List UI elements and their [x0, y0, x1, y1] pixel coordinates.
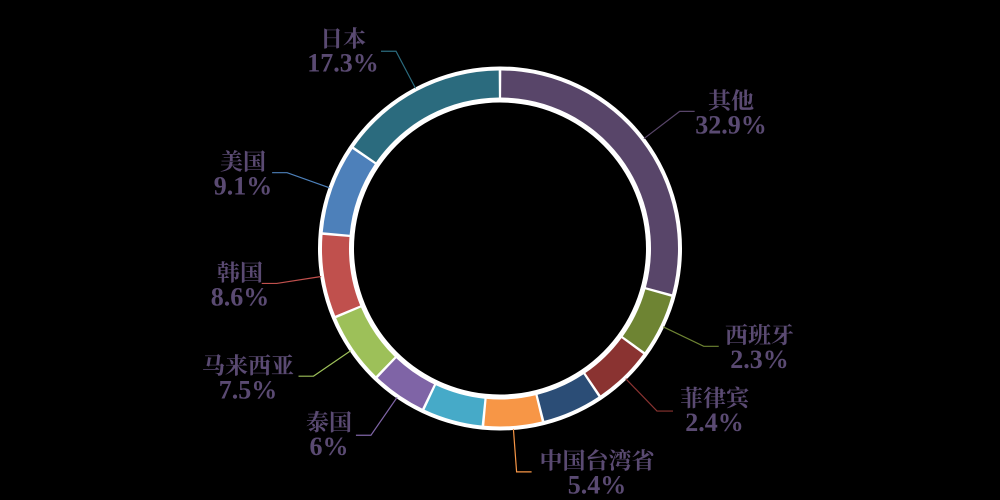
svg-text:2.4%: 2.4%: [685, 408, 744, 437]
svg-text:17.3%: 17.3%: [307, 49, 379, 78]
svg-text:6%: 6%: [310, 432, 349, 461]
svg-text:9.1%: 9.1%: [214, 172, 273, 201]
svg-text:2.3%: 2.3%: [730, 345, 789, 374]
svg-text:5.4%: 5.4%: [568, 471, 627, 500]
svg-text:7.5%: 7.5%: [219, 376, 278, 405]
svg-text:32.9%: 32.9%: [695, 111, 767, 140]
svg-text:8.6%: 8.6%: [211, 283, 270, 312]
